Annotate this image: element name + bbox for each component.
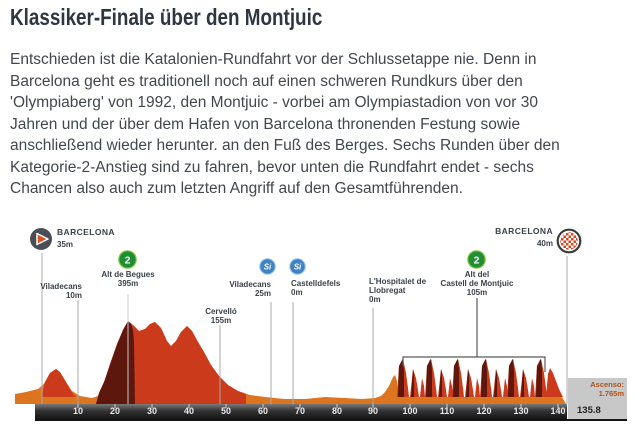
axis-tick-label: 40 bbox=[183, 406, 195, 416]
total-ascent: Ascenso: 1.765m bbox=[590, 380, 624, 398]
finish-icon bbox=[556, 228, 582, 254]
waypoint-label-hospitalet: L'Hospitalet de Llobregat 0m bbox=[369, 277, 427, 304]
distance-axis-bar bbox=[35, 404, 567, 419]
axis-tick-label: 100 bbox=[402, 406, 418, 416]
axis-tick-label: 50 bbox=[220, 406, 232, 416]
total-distance: 135.8 bbox=[577, 405, 601, 416]
sprint-icon: Si bbox=[289, 258, 306, 275]
finish-town-label: BARCELONA bbox=[495, 226, 553, 236]
stage-info-box: Ascenso: 1.765m 135.8 bbox=[568, 378, 627, 421]
axis-tick-label: 80 bbox=[331, 406, 343, 416]
start-elevation-label: 35m bbox=[57, 240, 74, 249]
waypoint-label-cervello: Cervelló 155m bbox=[205, 307, 237, 325]
axis-tick-label: 20 bbox=[109, 406, 121, 416]
sprint-icon: Si bbox=[259, 258, 276, 275]
axis-tick-label: 10 bbox=[72, 406, 84, 416]
waypoint-label-castelldefels: Castelldefels 0m bbox=[291, 279, 341, 297]
page-title: Klassiker-Finale über den Montjuic bbox=[10, 4, 323, 30]
axis-tick-label: 90 bbox=[367, 406, 379, 416]
article-body: Entschieden ist die Katalonien-Rundfahrt… bbox=[10, 51, 560, 197]
waypoint-label-viladecans-1: Viladecans 10m bbox=[40, 282, 82, 300]
axis-tick-label: 110 bbox=[439, 406, 455, 416]
axis-tick-label: 30 bbox=[146, 406, 158, 416]
axis-tick-label: 140 bbox=[550, 406, 566, 416]
axis-tick-label: 120 bbox=[476, 406, 492, 416]
svg-text:2: 2 bbox=[125, 255, 131, 267]
waypoint-label-montjuic: Alt del Castell de Montjuic 105m bbox=[440, 270, 514, 297]
start-town-label: BARCELONA bbox=[57, 227, 115, 237]
profile-begues-steep bbox=[96, 321, 135, 404]
svg-text:2: 2 bbox=[474, 255, 480, 267]
stage-profile-figure: 10 20 30 40 50 60 70 80 90 100 110 120 1… bbox=[0, 218, 640, 447]
waypoint-marker-lines bbox=[41, 253, 568, 404]
axis-tick-label: 130 bbox=[513, 406, 529, 416]
start-icon bbox=[30, 228, 52, 250]
axis-tick-label: 60 bbox=[257, 406, 269, 416]
waypoint-label-begues: Alt de Begues 395m bbox=[101, 270, 155, 288]
axis-tick-label: 70 bbox=[294, 406, 306, 416]
profile-hill-start bbox=[42, 369, 76, 397]
svg-text:Si: Si bbox=[294, 263, 302, 272]
elevation-profile-graphic bbox=[15, 253, 627, 421]
axis-tick-marks bbox=[77, 404, 559, 408]
svg-text:Si: Si bbox=[264, 263, 272, 272]
axis-bottom-border bbox=[35, 419, 627, 421]
category-2-icon: 2 bbox=[118, 250, 137, 269]
finish-elevation-label: 40m bbox=[536, 239, 553, 248]
circuit-bracket bbox=[402, 298, 546, 372]
waypoint-label-viladecans-2: Viladecans 25m bbox=[229, 280, 271, 298]
category-2-icon: 2 bbox=[467, 250, 486, 269]
profile-circuit-laps bbox=[397, 359, 563, 397]
